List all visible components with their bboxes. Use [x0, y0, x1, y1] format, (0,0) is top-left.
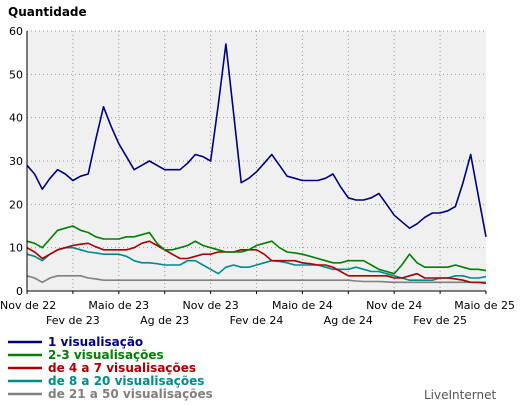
x-tick-label: Nov de 22 — [0, 299, 56, 312]
x-tick-label: Fev de 24 — [230, 314, 284, 327]
y-tick-label: 40 — [9, 112, 23, 125]
legend-label: 2-3 visualisações — [48, 348, 164, 362]
x-tick-label: Nov de 24 — [366, 299, 422, 312]
x-tick-label: Ag de 23 — [140, 314, 189, 327]
y-tick-label: 20 — [9, 198, 23, 211]
y-tick-label: 30 — [9, 155, 23, 168]
x-tick-label: Ag de 24 — [324, 314, 373, 327]
x-tick-label: Fev de 23 — [46, 314, 100, 327]
series-line — [26, 225, 487, 275]
x-tick-label: Nov de 23 — [182, 299, 238, 312]
x-tick-label: Fev de 25 — [413, 314, 467, 327]
legend-label: 1 visualisação — [48, 335, 143, 349]
series-line — [26, 43, 487, 237]
x-tick-label: Maio de 23 — [88, 299, 149, 312]
x-tick-label: Maio de 25 — [454, 299, 515, 312]
y-tick-label: 0 — [16, 285, 23, 298]
series-line — [26, 240, 487, 284]
plot-area: 0 10 20 30 40 50 60 Nov de 22 Fev de 23 Maio de 2… — [0, 25, 515, 327]
legend-label: de 21 a 50 visualisações — [48, 387, 213, 401]
legend-label: de 4 a 7 visualisações — [48, 361, 196, 375]
chart-title: Quantidade — [8, 5, 87, 19]
brand-label: LiveInternet — [424, 388, 496, 402]
x-tick-label: Maio de 24 — [272, 299, 333, 312]
series-line — [26, 274, 486, 284]
y-tick-label: 10 — [9, 242, 23, 255]
legend-label: de 8 a 20 visualisações — [48, 374, 204, 388]
y-tick-label: 50 — [9, 68, 23, 81]
y-tick-label: 60 — [9, 25, 23, 38]
series-line — [26, 246, 487, 282]
